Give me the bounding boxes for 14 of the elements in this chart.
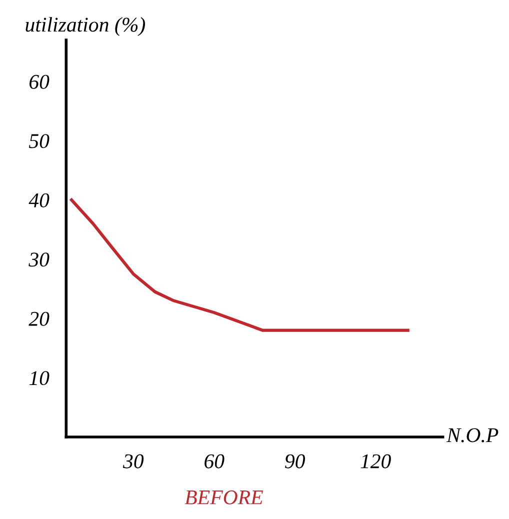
y-tick-label: 20 bbox=[28, 312, 50, 326]
y-tick-label: 40 bbox=[28, 193, 50, 208]
x-tick-label: 90 bbox=[285, 454, 306, 468]
y-tick-label: 60 bbox=[30, 74, 50, 89]
x-tick-label: 60 bbox=[204, 454, 224, 468]
y-axis-title: utilization (%) bbox=[26, 17, 146, 36]
text: BEFORE bbox=[184, 490, 263, 504]
y-tick-label: 50 bbox=[28, 134, 50, 148]
line-series bbox=[70, 198, 410, 332]
x-tick-label: 120 bbox=[360, 454, 391, 468]
x-tick-label: 30 bbox=[122, 454, 144, 468]
x-axis-title: N.O.P bbox=[446, 428, 498, 442]
y-tick-label: 30 bbox=[28, 252, 50, 267]
y-tick-label: 10 bbox=[29, 371, 50, 386]
